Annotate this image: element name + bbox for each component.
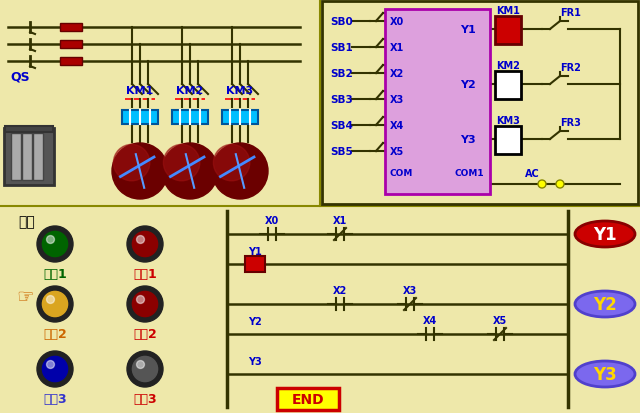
Text: Y2: Y2 [460, 80, 476, 90]
FancyBboxPatch shape [245, 256, 265, 272]
Circle shape [47, 236, 54, 244]
Circle shape [163, 145, 200, 181]
Text: Y3: Y3 [248, 356, 262, 366]
Text: X2: X2 [390, 69, 404, 79]
FancyBboxPatch shape [172, 111, 208, 125]
Text: X2: X2 [333, 285, 347, 295]
Text: SB3: SB3 [330, 95, 353, 105]
FancyBboxPatch shape [122, 111, 158, 125]
Ellipse shape [575, 361, 635, 387]
FancyBboxPatch shape [60, 58, 82, 66]
Ellipse shape [575, 221, 635, 247]
Text: END: END [292, 392, 324, 406]
Circle shape [127, 286, 163, 322]
Text: X0: X0 [265, 216, 279, 225]
Circle shape [132, 356, 157, 382]
Text: X3: X3 [390, 95, 404, 105]
Text: KM3: KM3 [227, 86, 253, 96]
Circle shape [42, 356, 68, 382]
Circle shape [37, 286, 73, 322]
Circle shape [136, 236, 145, 244]
Circle shape [127, 351, 163, 387]
Text: Y3: Y3 [460, 135, 476, 145]
Text: X5: X5 [390, 147, 404, 157]
Text: Y1: Y1 [248, 247, 262, 256]
Text: 停止2: 停止2 [133, 327, 157, 340]
FancyBboxPatch shape [33, 134, 43, 180]
Circle shape [538, 180, 546, 189]
Text: SB0: SB0 [330, 17, 353, 27]
FancyBboxPatch shape [495, 17, 521, 45]
Circle shape [162, 144, 218, 199]
Circle shape [213, 145, 250, 181]
Text: SB4: SB4 [330, 121, 353, 131]
Text: COM1: COM1 [455, 169, 484, 178]
FancyBboxPatch shape [222, 111, 258, 125]
Text: Y2: Y2 [593, 295, 617, 313]
Text: Y3: Y3 [593, 365, 617, 383]
FancyBboxPatch shape [277, 388, 339, 410]
FancyBboxPatch shape [60, 24, 82, 32]
Text: KM3: KM3 [496, 116, 520, 126]
Text: SB5: SB5 [330, 147, 353, 157]
Circle shape [132, 232, 157, 257]
Text: X5: X5 [493, 315, 507, 325]
Text: FR3: FR3 [560, 118, 581, 128]
FancyBboxPatch shape [495, 127, 521, 154]
Text: AC: AC [525, 169, 540, 178]
Circle shape [47, 296, 54, 304]
Text: Y2: Y2 [248, 316, 262, 326]
Text: KM2: KM2 [496, 61, 520, 71]
Text: COM: COM [390, 169, 413, 178]
Text: QS: QS [10, 70, 30, 83]
Text: Y1: Y1 [593, 225, 617, 243]
Circle shape [136, 296, 145, 304]
Text: X1: X1 [390, 43, 404, 53]
Circle shape [37, 226, 73, 262]
Circle shape [127, 226, 163, 262]
Text: X1: X1 [333, 216, 347, 225]
Text: 启动2: 启动2 [43, 327, 67, 340]
Text: 启动3: 启动3 [43, 392, 67, 405]
FancyBboxPatch shape [11, 134, 21, 180]
Text: SB2: SB2 [330, 69, 353, 79]
Circle shape [113, 145, 150, 181]
Circle shape [37, 351, 73, 387]
Text: ☞: ☞ [16, 288, 34, 307]
Text: X0: X0 [390, 17, 404, 27]
Text: KM2: KM2 [177, 86, 204, 96]
Circle shape [47, 361, 54, 368]
Text: 启动1: 启动1 [43, 267, 67, 280]
Text: KM1: KM1 [126, 86, 154, 96]
Text: X4: X4 [390, 121, 404, 131]
Circle shape [112, 144, 168, 199]
Text: KM1: KM1 [496, 6, 520, 16]
Circle shape [212, 144, 268, 199]
Text: X3: X3 [403, 285, 417, 295]
Circle shape [132, 292, 157, 317]
Text: SB1: SB1 [330, 43, 353, 53]
Ellipse shape [575, 291, 635, 317]
Circle shape [42, 232, 68, 257]
Circle shape [556, 180, 564, 189]
Circle shape [136, 361, 145, 368]
Text: X4: X4 [423, 315, 437, 325]
Text: 停止1: 停止1 [133, 267, 157, 280]
FancyBboxPatch shape [5, 127, 53, 133]
Text: 停止3: 停止3 [133, 392, 157, 405]
Text: 电源: 电源 [18, 214, 35, 228]
Text: FR1: FR1 [560, 8, 581, 18]
FancyBboxPatch shape [4, 129, 54, 185]
FancyBboxPatch shape [22, 134, 32, 180]
FancyBboxPatch shape [385, 10, 490, 195]
Circle shape [42, 292, 68, 317]
FancyBboxPatch shape [60, 41, 82, 49]
FancyBboxPatch shape [495, 72, 521, 100]
Text: FR2: FR2 [560, 63, 581, 73]
Text: Y1: Y1 [460, 25, 476, 35]
